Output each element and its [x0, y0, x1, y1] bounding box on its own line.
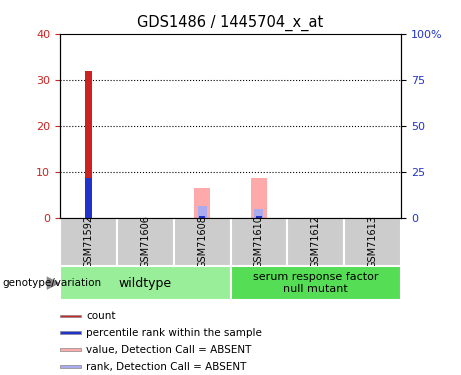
Bar	[174, 217, 230, 266]
Text: GSM71610: GSM71610	[254, 215, 264, 268]
Text: GSM71606: GSM71606	[140, 215, 150, 268]
Text: GSM71608: GSM71608	[197, 215, 207, 268]
Bar	[60, 217, 117, 266]
Bar	[199, 216, 206, 217]
Bar	[230, 266, 401, 300]
Polygon shape	[47, 276, 60, 290]
Bar	[117, 217, 174, 266]
Text: GSM71612: GSM71612	[311, 215, 321, 268]
Text: wildtype: wildtype	[118, 277, 172, 290]
Bar	[255, 216, 262, 217]
Bar	[255, 216, 262, 217]
Bar	[60, 266, 230, 300]
Text: rank, Detection Call = ABSENT: rank, Detection Call = ABSENT	[86, 362, 247, 372]
Bar	[60, 348, 81, 351]
Text: genotype/variation: genotype/variation	[2, 278, 101, 288]
Bar	[85, 70, 92, 217]
Text: GSM71592: GSM71592	[83, 215, 94, 268]
Text: GSM71613: GSM71613	[367, 215, 378, 268]
Text: value, Detection Call = ABSENT: value, Detection Call = ABSENT	[86, 345, 252, 355]
Bar	[60, 315, 81, 317]
Bar	[85, 178, 92, 218]
Text: percentile rank within the sample: percentile rank within the sample	[86, 328, 262, 338]
Bar	[194, 188, 210, 218]
Bar	[60, 365, 81, 368]
Bar	[199, 216, 206, 217]
Bar	[287, 217, 344, 266]
Bar	[251, 178, 267, 218]
Text: GDS1486 / 1445704_x_at: GDS1486 / 1445704_x_at	[137, 15, 324, 31]
Text: count: count	[86, 311, 116, 321]
Text: serum response factor
null mutant: serum response factor null mutant	[253, 272, 378, 294]
Bar	[60, 332, 81, 334]
Bar	[230, 217, 287, 266]
Bar	[197, 206, 207, 218]
Bar	[344, 217, 401, 266]
Bar	[254, 209, 264, 218]
